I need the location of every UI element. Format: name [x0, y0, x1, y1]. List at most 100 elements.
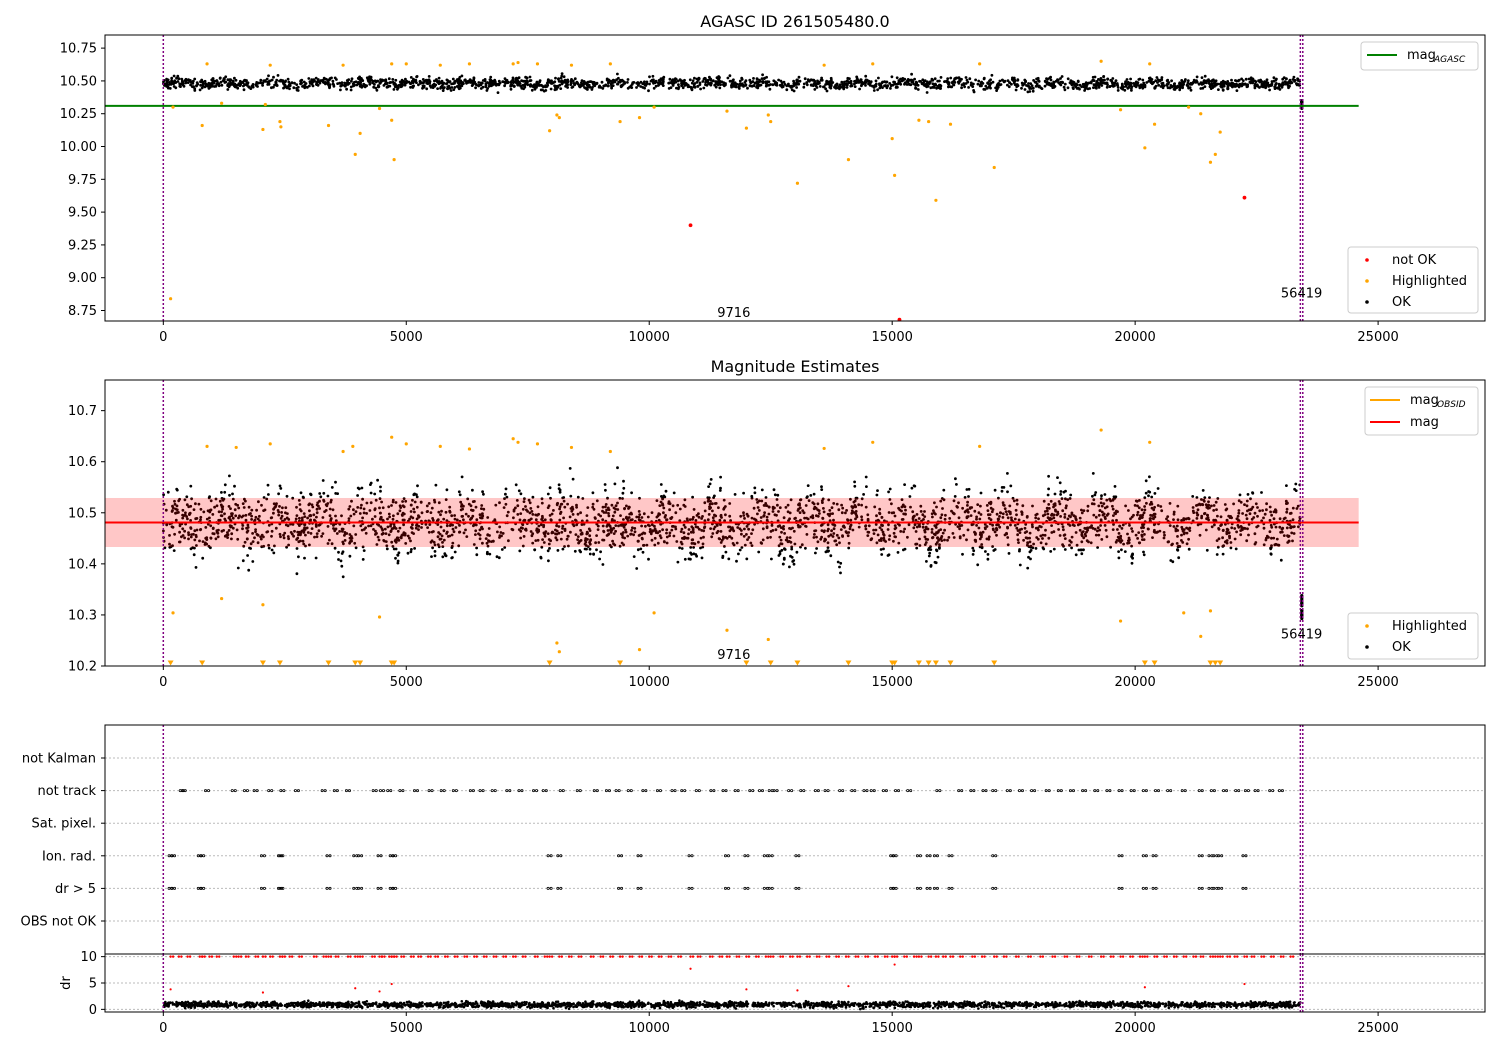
ok-point	[1001, 516, 1005, 519]
ok-point	[1209, 87, 1213, 90]
ok-point	[1153, 492, 1157, 495]
ok-point	[629, 532, 632, 536]
ok-point	[379, 525, 383, 529]
ok-point	[172, 74, 176, 78]
ok-point	[1080, 508, 1083, 512]
ok-point	[900, 509, 903, 513]
ok-point	[352, 512, 356, 516]
ok-point	[1211, 79, 1215, 82]
ok-point	[702, 77, 706, 81]
ok-point	[289, 531, 293, 534]
ok-point	[1186, 84, 1190, 88]
ok-point	[1131, 553, 1134, 557]
ok-point	[1143, 83, 1147, 87]
ok-point	[1273, 85, 1277, 89]
ok-point	[479, 81, 483, 85]
ok-point	[586, 88, 589, 91]
y-tick-label: 9.75	[68, 173, 97, 188]
ok-point	[1212, 504, 1216, 507]
ok-point	[1135, 81, 1138, 85]
data-point	[992, 165, 996, 170]
ok-point	[799, 518, 802, 522]
ok-point	[789, 84, 793, 88]
ok-point	[522, 535, 526, 538]
ok-point	[1264, 85, 1268, 89]
ok-point	[293, 81, 296, 85]
data-point	[404, 62, 408, 66]
ok-point	[457, 490, 461, 494]
ok-point	[813, 82, 816, 86]
ok-point	[510, 80, 513, 83]
ok-point	[541, 538, 544, 541]
ok-point	[963, 85, 966, 89]
ok-point	[328, 77, 332, 81]
ok-point	[1140, 508, 1144, 512]
ok-point	[701, 80, 705, 83]
ok-point	[1052, 513, 1056, 517]
ok-point	[536, 505, 540, 509]
ok-point	[288, 87, 291, 91]
ok-point	[635, 86, 638, 89]
data-point	[438, 63, 442, 67]
ok-point	[315, 81, 319, 85]
ok-point	[468, 80, 472, 83]
ok-point	[609, 530, 613, 534]
ok-point	[814, 551, 817, 555]
ok-point	[1210, 504, 1213, 508]
ok-point	[265, 497, 269, 501]
ok-point	[599, 550, 602, 554]
ok-point	[854, 510, 858, 513]
ok-point	[777, 554, 781, 557]
ok-point	[822, 85, 825, 89]
ok-point	[1108, 85, 1112, 88]
ok-point	[1191, 495, 1195, 498]
ok-point	[440, 534, 444, 538]
ok-point	[1233, 527, 1237, 530]
ok-point	[245, 530, 249, 534]
ok-point	[676, 503, 680, 507]
ok-point	[690, 81, 694, 85]
ok-point	[321, 78, 325, 82]
ok-point	[989, 86, 992, 90]
panel-2-title: Magnitude Estimates	[711, 357, 880, 376]
ok-point	[582, 80, 586, 83]
ok-point	[914, 518, 918, 522]
ok-point	[175, 76, 178, 80]
ok-point	[372, 85, 376, 89]
ok-point	[283, 80, 287, 84]
ok-point	[250, 508, 254, 512]
ok-point	[616, 466, 619, 470]
ok-point	[354, 80, 358, 84]
ok-point	[848, 527, 852, 531]
ok-point	[1235, 79, 1238, 83]
ok-point	[357, 76, 361, 80]
ok-point	[695, 77, 699, 81]
ok-point	[709, 478, 713, 481]
ok-point	[230, 537, 233, 541]
ok-point	[1266, 81, 1270, 85]
ok-point	[705, 79, 708, 82]
ok-point	[845, 509, 848, 512]
ok-point	[831, 512, 834, 515]
ok-point	[1285, 510, 1289, 514]
ok-point	[274, 80, 278, 84]
ok-point	[411, 523, 414, 527]
ok-point	[694, 519, 698, 522]
ok-point	[1095, 80, 1099, 83]
ok-point	[745, 557, 749, 561]
ok-point	[489, 75, 493, 79]
ok-point	[805, 81, 809, 84]
ok-point	[1222, 82, 1225, 86]
ok-point	[373, 79, 377, 83]
ok-point	[1204, 528, 1208, 532]
ok-point	[915, 513, 919, 516]
ok-point	[702, 86, 706, 90]
ok-point	[1237, 499, 1241, 503]
ok-point	[1208, 496, 1211, 499]
ok-point	[648, 75, 651, 79]
ok-point	[579, 532, 583, 536]
ok-point	[680, 527, 684, 531]
ok-point	[1028, 531, 1032, 535]
ok-point	[743, 543, 747, 547]
ok-point	[1225, 518, 1229, 522]
